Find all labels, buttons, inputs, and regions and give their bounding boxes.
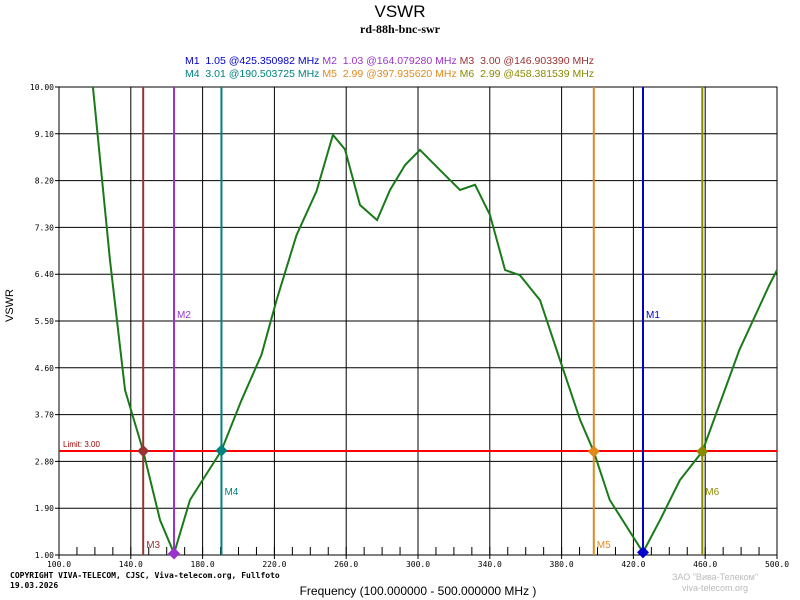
x-tick-label: 300.0	[406, 560, 430, 569]
marker-diamond-M4	[215, 444, 228, 457]
y-tick-label: 1.90	[35, 504, 54, 513]
marker-readout-M6: M6 2.99 @458.381539 MHz	[459, 68, 595, 80]
y-tick-label: 7.30	[35, 223, 54, 232]
x-tick-label: 340.0	[478, 560, 502, 569]
y-tick-label: 8.20	[35, 177, 54, 186]
marker-readout-M5: M5 2.99 @397.935620 MHz	[322, 68, 460, 80]
y-tick-label: 6.40	[35, 270, 54, 279]
y-tick-label: 10.00	[30, 83, 54, 92]
vswr-series-line	[91, 86, 778, 557]
marker-readout-M2: M2 1.03 @164.079280 MHz	[322, 55, 460, 67]
x-tick-label: 180.0	[191, 560, 215, 569]
marker-diamond-M6	[696, 445, 709, 458]
x-tick-label: 220.0	[262, 560, 286, 569]
marker-label-M2: M2	[177, 310, 191, 321]
marker-readouts: M1 1.05 @425.350982 MHz M2 1.03 @164.079…	[185, 55, 594, 81]
x-tick-label: 140.0	[119, 560, 143, 569]
limit-label: Limit: 3.00	[63, 440, 100, 449]
chart-title: VSWR	[374, 2, 426, 21]
x-tick-label: 420.0	[621, 560, 645, 569]
marker-readout-M1: M1 1.05 @425.350982 MHz	[185, 55, 323, 67]
marker-label-M5: M5	[597, 540, 611, 551]
copyright-footer: COPYRIGHT VIVA-TELECOM, CJSC, Viva-telec…	[10, 571, 280, 591]
marker-label-M4: M4	[224, 487, 238, 498]
y-tick-label: 5.50	[35, 317, 54, 326]
x-tick-label: 100.0	[47, 560, 71, 569]
x-tick-label: 260.0	[334, 560, 358, 569]
marker-readout-M3: M3 3.00 @146.903390 MHz	[459, 55, 595, 67]
y-tick-label: 1.00	[35, 551, 54, 560]
marker-label-M6: M6	[705, 487, 719, 498]
marker-diamond-M2	[168, 547, 181, 560]
x-tick-label: 500.0	[765, 560, 789, 569]
copyright-text: COPYRIGHT VIVA-TELECOM, CJSC, Viva-telec…	[10, 571, 280, 580]
y-tick-label: 3.70	[35, 411, 54, 420]
marker-diamond-M5	[587, 445, 600, 458]
x-tick-label: 380.0	[550, 560, 574, 569]
watermark-line2: viva-telecom.org	[682, 583, 749, 593]
chart-subtitle: rd-88h-bnc-swr	[360, 22, 440, 36]
x-axis-label: Frequency (100.000000 - 500.000000 MHz )	[299, 584, 537, 598]
y-axis-label: VSWR	[4, 289, 16, 322]
x-tick-label: 460.0	[693, 560, 717, 569]
marker-diamond-M1	[637, 546, 650, 559]
marker-label-M1: M1	[646, 310, 660, 321]
marker-diamond-M3	[137, 445, 150, 457]
y-tick-label: 4.60	[35, 364, 54, 373]
y-tick-label: 9.10	[35, 130, 54, 139]
y-tick-label: 2.80	[35, 457, 54, 466]
watermark-line1: ЗАО "Вива-Телеком"	[672, 572, 759, 582]
marker-label-M3: M3	[146, 540, 160, 551]
watermark: ЗАО "Вива-Телеком" viva-telecom.org	[672, 572, 758, 594]
marker-readout-M4: M4 3.01 @190.503725 MHz	[185, 68, 323, 80]
date-text: 19.03.2026	[10, 581, 59, 590]
